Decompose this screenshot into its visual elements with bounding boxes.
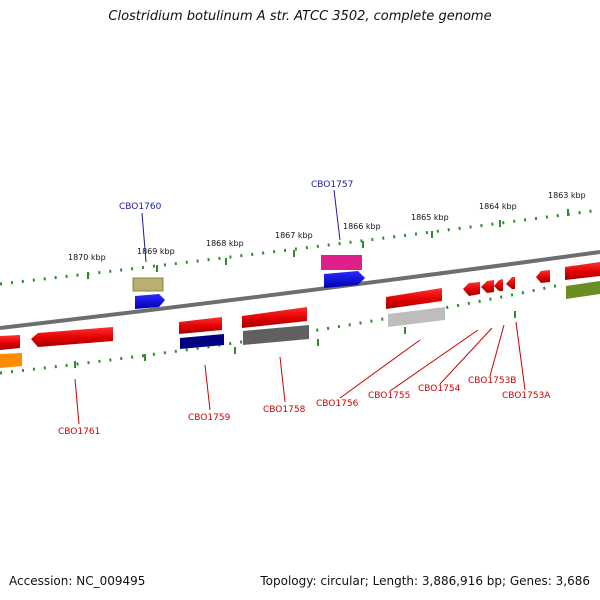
gene-cbo1758-a[interactable]	[242, 307, 307, 328]
forward-leaders	[141, 189, 341, 263]
gene-blue-2[interactable]	[324, 271, 365, 288]
forward-genes	[132, 255, 600, 309]
gene-label-cbo1760: CBO1760	[119, 202, 162, 212]
accession-text: Accession: NC_009495	[9, 574, 146, 588]
gene-olive-right[interactable]	[566, 281, 600, 299]
gene-label-cbo1756: CBO1756	[316, 399, 359, 409]
reverse-genes	[0, 270, 550, 368]
gene-cbo1761[interactable]	[31, 327, 113, 347]
gene-cbo1759-a[interactable]	[179, 317, 222, 334]
scale-label-1863: 1863 kbp	[548, 191, 586, 200]
gene-label-cbo1753a: CBO1753A	[502, 391, 551, 401]
genome-backbone	[0, 250, 600, 330]
scale-label-1868: 1868 kbp	[206, 239, 244, 248]
gene-label-cbo1758: CBO1758	[263, 405, 306, 415]
gene-cbo1755[interactable]	[388, 307, 445, 327]
gene-label-cbo1761: CBO1761	[58, 427, 100, 437]
gene-cbo1760[interactable]	[132, 277, 164, 292]
gene-blue-1[interactable]	[135, 294, 165, 309]
gene-cbo1753b[interactable]	[481, 280, 494, 293]
gene-label-cbo1753b: CBO1753B	[468, 376, 516, 386]
major-ticks	[74, 209, 569, 368]
map-title: Clostridium botulinum A str. ATCC 3502, …	[108, 9, 492, 24]
gene-cbo1758-b[interactable]	[243, 325, 309, 345]
gene-label-cbo1755: CBO1755	[368, 391, 410, 401]
scale-label-1866: 1866 kbp	[343, 222, 381, 231]
gene-cbo1759-b[interactable]	[180, 334, 224, 349]
gene-cbo1757[interactable]	[321, 255, 362, 270]
gene-label-cbo1759: CBO1759	[188, 413, 231, 423]
gene-cbo1753a[interactable]	[494, 279, 503, 291]
scale-label-1869: 1869 kbp	[137, 247, 175, 256]
scale-label-1870: 1870 kbp	[68, 253, 106, 262]
gene-label-cbo1754: CBO1754	[418, 384, 461, 394]
scale-label-1864: 1864 kbp	[479, 202, 517, 211]
reverse-leaders	[74, 321, 526, 425]
gene-red-right[interactable]	[565, 262, 600, 280]
gene-small-red[interactable]	[506, 277, 515, 289]
upper-scale-ticks	[0, 208, 600, 286]
gene-cbo1754[interactable]	[463, 282, 480, 296]
gene-cbo1756[interactable]	[386, 288, 442, 309]
scale-label-1865: 1865 kbp	[411, 213, 449, 222]
topology-text: Topology: circular; Length: 3,886,916 bp…	[260, 574, 590, 588]
gene-label-cbo1757: CBO1757	[311, 180, 353, 190]
gene-small-red-2[interactable]	[536, 270, 550, 283]
gene-red-left-edge[interactable]	[0, 335, 20, 350]
scale-label-1867: 1867 kbp	[275, 231, 313, 240]
gene-orange-left-edge[interactable]	[0, 353, 22, 368]
